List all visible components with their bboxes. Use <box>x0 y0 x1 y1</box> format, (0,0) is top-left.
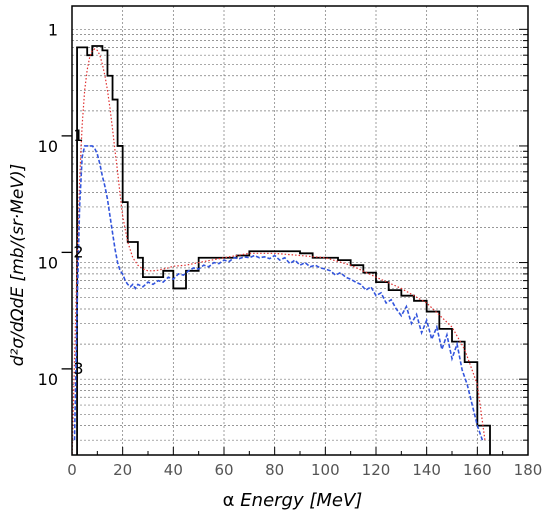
series-clip-group <box>72 45 491 455</box>
y-tick-label: 1 <box>48 20 58 39</box>
grid <box>72 6 528 455</box>
x-tick-label: 40 <box>164 461 183 479</box>
x-axis-label-symbol: α <box>222 490 235 511</box>
y-tick-exponent: −2 <box>60 243 84 262</box>
y-tick-label: 10 <box>38 370 58 389</box>
plot-frame <box>71 5 529 456</box>
x-tick-label: 120 <box>362 461 391 479</box>
x-tick-label: 80 <box>265 461 284 479</box>
y-axis-label-wrap: d²σ/dΩdE [mb/(sr·MeV)] <box>2 145 34 385</box>
x-axis-label: α Energy [MeV] <box>0 490 545 511</box>
x-tick-label: 160 <box>463 461 492 479</box>
series-dashed-blue <box>73 145 484 441</box>
series-histogram-black <box>76 45 491 455</box>
y-tick-label: 10 <box>38 137 58 156</box>
y-tick-exponent: −3 <box>60 359 84 378</box>
x-tick-label: 0 <box>67 461 77 479</box>
y-axis-label: d²σ/dΩdE [mb/(sr·MeV)] <box>8 163 29 367</box>
x-tick-label: 140 <box>412 461 441 479</box>
y-tick-exponent: −1 <box>60 126 84 145</box>
x-tick-label: 20 <box>113 461 132 479</box>
y-tick-label: 10 <box>38 254 58 273</box>
x-axis-label-text: Energy [MeV] <box>240 490 363 511</box>
x-tick-label: 60 <box>214 461 233 479</box>
x-tick-label: 100 <box>311 461 340 479</box>
x-tick-label: 180 <box>514 461 543 479</box>
series-layer <box>72 45 491 455</box>
